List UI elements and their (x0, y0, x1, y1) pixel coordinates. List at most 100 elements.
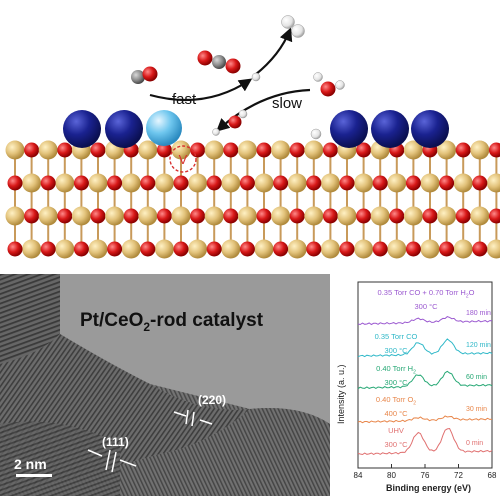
x-tick-label: 72 (454, 471, 463, 480)
o-atom (406, 242, 421, 257)
o-atom (207, 176, 222, 191)
o-atom (406, 176, 421, 191)
ce-atom (487, 174, 500, 193)
o-atom (439, 242, 454, 257)
o-atom (257, 143, 272, 158)
x-axis-label: Binding energy (eV) (386, 483, 471, 493)
ce-atom (404, 207, 423, 226)
o-atom (472, 176, 487, 191)
ce-atom (105, 207, 124, 226)
lattice-bonds (8, 150, 496, 252)
ce-atom (255, 174, 274, 193)
ce-atom (89, 174, 108, 193)
o-atom (74, 242, 89, 257)
ce-atom (238, 207, 257, 226)
ce-atom (304, 207, 323, 226)
scale-bar-label: 2 nm (14, 456, 47, 472)
ce-atom (72, 207, 91, 226)
o-atom (273, 242, 288, 257)
ce-atom (354, 240, 373, 259)
o-atom (373, 242, 388, 257)
ce-atom (22, 240, 41, 259)
ce-atom (89, 240, 108, 259)
o-atom (306, 242, 321, 257)
o-atom (273, 176, 288, 191)
o-atom (174, 176, 189, 191)
ce-atom (6, 207, 25, 226)
o-atom (223, 209, 238, 224)
ce-atom (221, 240, 240, 259)
o-atom (323, 143, 338, 158)
ce-atom (271, 141, 290, 160)
o-atom (240, 176, 255, 191)
ce-atom (122, 240, 141, 259)
o-atom (290, 143, 305, 158)
o-atom (489, 143, 500, 158)
o-atom (389, 209, 404, 224)
ce-atom (321, 174, 340, 193)
ce-atom (288, 174, 307, 193)
o-atom (456, 209, 471, 224)
o-atom (373, 176, 388, 191)
o-atom (340, 176, 355, 191)
ce-atom (271, 207, 290, 226)
ce-atom (470, 141, 489, 160)
tem-micrograph (0, 274, 330, 496)
o-atom (439, 176, 454, 191)
o-atom (174, 242, 189, 257)
ce-atom (288, 240, 307, 259)
x-tick-label: 68 (488, 471, 497, 480)
ce-atom (354, 174, 373, 193)
x-tick-label: 84 (354, 471, 363, 480)
o-atom (140, 176, 155, 191)
o-atom (124, 209, 139, 224)
ce-atom (338, 207, 357, 226)
ce-atom (188, 240, 207, 259)
o-atom (24, 209, 39, 224)
ce-atom (371, 207, 390, 226)
o-atom (57, 209, 72, 224)
tem-image: Pt/CeO2-rod catalyst (220) (111) 2 nm (0, 274, 330, 496)
h-atom (252, 73, 260, 81)
pt-atoms (63, 110, 449, 148)
o-atom (107, 176, 122, 191)
h2o-molecule (314, 73, 345, 97)
ce-atom (487, 240, 500, 259)
o-atom (472, 242, 487, 257)
ce-atom (6, 141, 25, 160)
o-atom (456, 143, 471, 158)
x-tick-label: 76 (421, 471, 430, 480)
o-atom (91, 143, 106, 158)
ce-atom (122, 174, 141, 193)
h-atom (311, 129, 321, 139)
fast-label: fast (172, 91, 197, 108)
vacancy-label: V (179, 152, 188, 167)
h2-molecule (282, 16, 305, 38)
scale-bar (16, 474, 52, 477)
ce-atom (55, 240, 74, 259)
o-atom (74, 176, 89, 191)
ce-atom (387, 174, 406, 193)
co-molecule (131, 67, 158, 85)
time-label: 120 min (466, 342, 491, 349)
h-atom (213, 129, 220, 136)
ce-atom (437, 207, 456, 226)
ce-atom (138, 207, 157, 226)
ce-atom (188, 174, 207, 193)
ce-atom (255, 240, 274, 259)
o-atom (240, 242, 255, 257)
ce-atom (138, 141, 157, 160)
ce-atom (454, 174, 473, 193)
ce-atom (387, 240, 406, 259)
ce-atom (155, 240, 174, 259)
oh-group (229, 110, 248, 129)
ce-atom (454, 240, 473, 259)
ce-atom (221, 174, 240, 193)
time-label: 60 min (466, 374, 487, 381)
o-atom (190, 209, 205, 224)
o-atom (91, 209, 106, 224)
